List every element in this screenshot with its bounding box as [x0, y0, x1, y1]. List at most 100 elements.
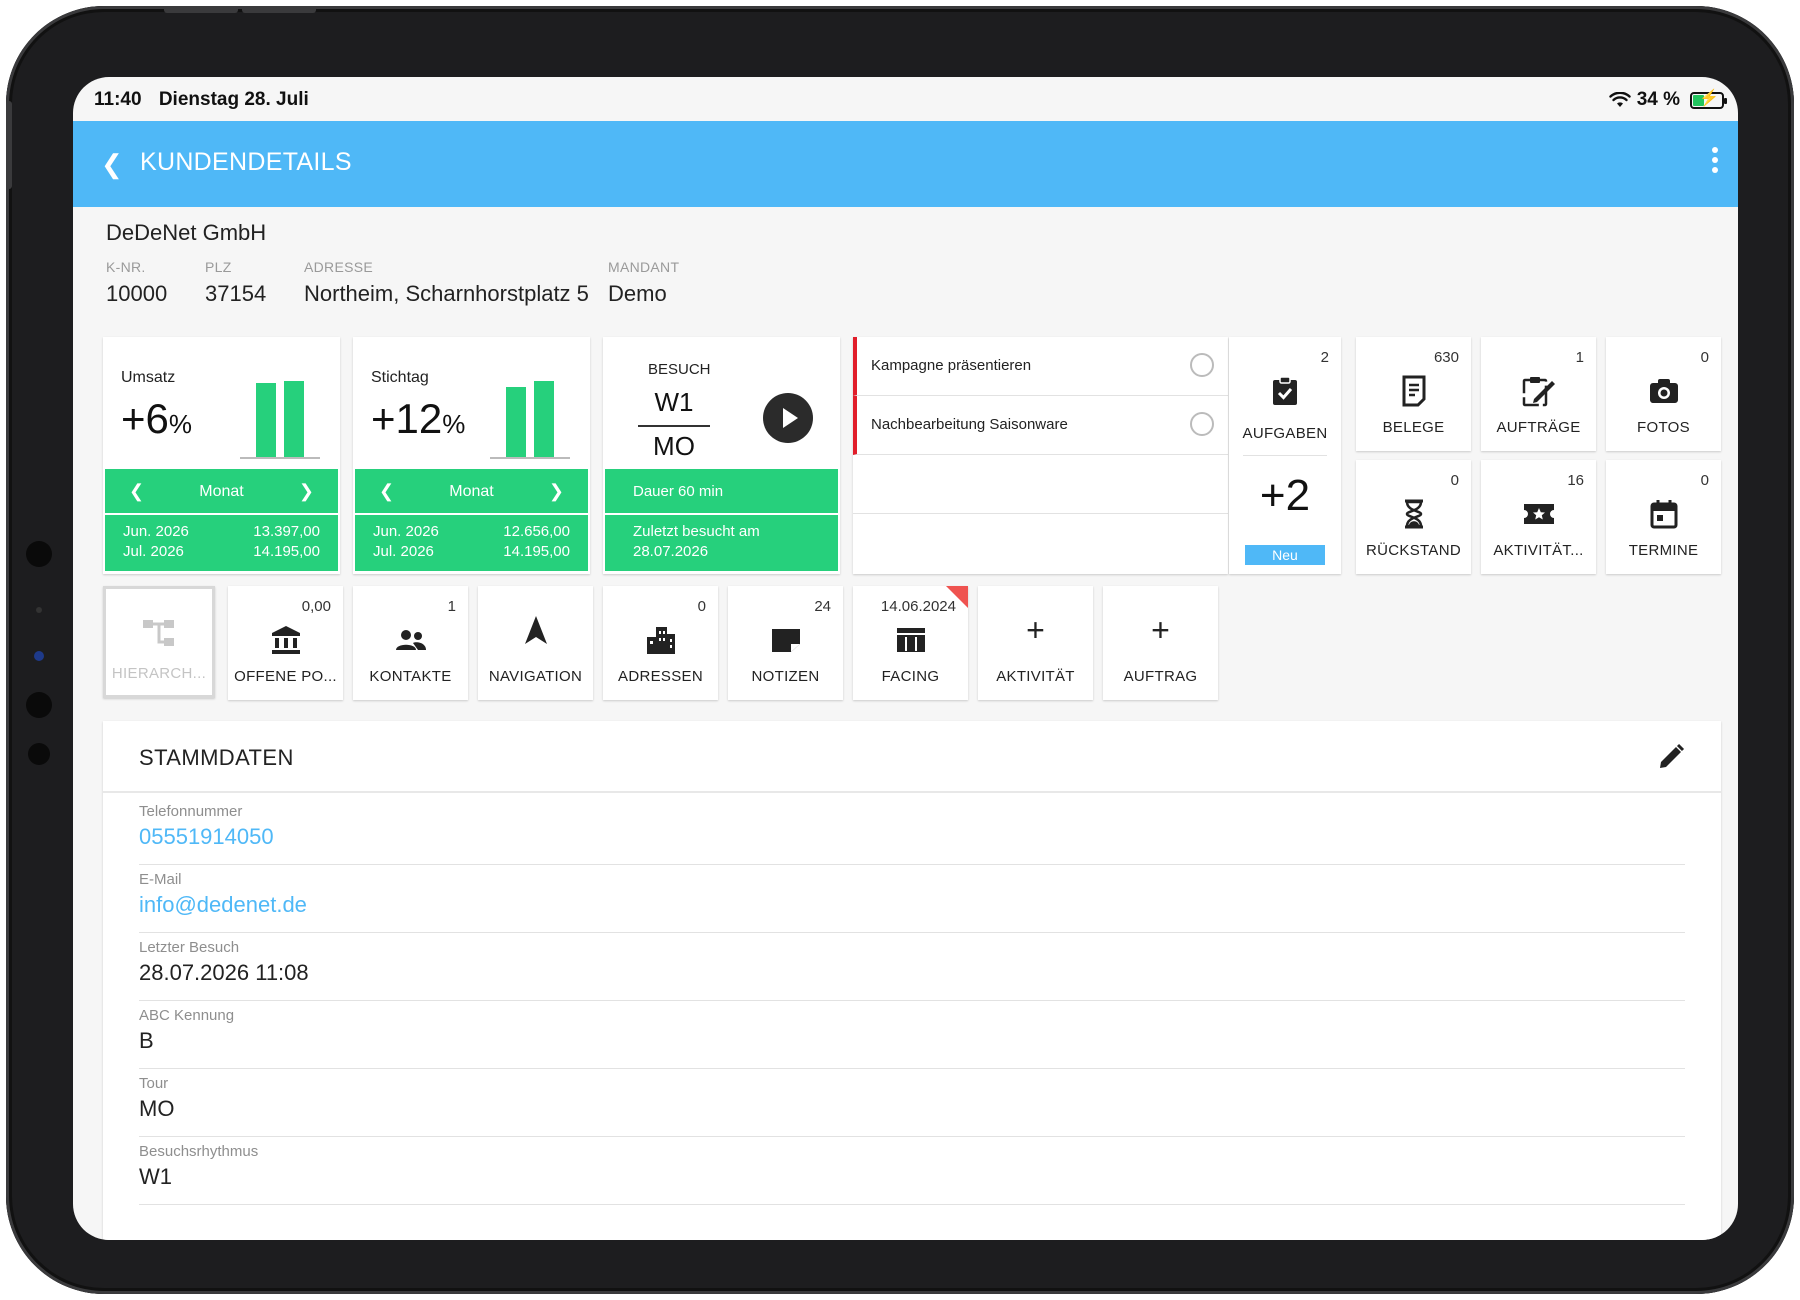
- reference-date-period-label: Monat: [449, 483, 494, 500]
- last-visit-bar: Zuletzt besucht am 28.07.2026: [605, 515, 838, 571]
- add-order-tile[interactable]: + AUFTRAG: [1103, 586, 1218, 700]
- customer-client-label: MANDANT: [608, 259, 680, 275]
- photos-tile[interactable]: 0 FOTOS: [1606, 337, 1721, 451]
- facing-tile[interactable]: 14.06.2024 FACING: [853, 586, 968, 700]
- open-items-label: OFFENE PO...: [234, 668, 337, 685]
- activities-count: 16: [1567, 472, 1584, 489]
- back-icon[interactable]: ❮: [101, 149, 123, 179]
- revenue-values: Jun. 2026 13.397,00 Jul. 2026 14.195,00: [105, 515, 338, 571]
- receipts-count: 630: [1433, 349, 1459, 366]
- customer-number-value: 10000: [106, 281, 168, 306]
- facing-label: FACING: [881, 668, 940, 685]
- orders-count: 1: [1575, 349, 1584, 366]
- reference-date-card[interactable]: Stichtag +12% ❮ Monat ❯ Jun. 2026 12.656,…: [353, 337, 590, 574]
- volume-down-button: [242, 6, 316, 13]
- status-time: 11:40: [94, 89, 142, 110]
- reference-date-label: Stichtag: [371, 369, 429, 386]
- notes-tile[interactable]: 24 NOTIZEN: [728, 586, 843, 700]
- add-activity-tile[interactable]: + AKTIVITÄT: [978, 586, 1093, 700]
- task-item[interactable]: Nachbearbeitung Saisonware: [853, 396, 1228, 455]
- last-visit-field: Letzter Besuch 28.07.2026 11:08: [139, 939, 1685, 1001]
- play-icon[interactable]: [763, 393, 813, 443]
- reference-date-mini-chart: [490, 367, 570, 459]
- chevron-right-icon[interactable]: ❯: [298, 481, 314, 501]
- visit-label: BESUCH: [648, 361, 711, 378]
- chevron-right-icon[interactable]: ❯: [548, 481, 564, 501]
- task-item[interactable]: Kampagne präsentieren: [853, 337, 1228, 396]
- chevron-left-icon[interactable]: ❮: [379, 481, 395, 501]
- open-items-tile[interactable]: 0,00 OFFENE PO...: [228, 586, 343, 700]
- task-item-empty: [853, 455, 1228, 514]
- contacts-tile[interactable]: 1 KONTAKTE: [353, 586, 468, 700]
- navigation-tile[interactable]: NAVIGATION: [478, 586, 593, 700]
- facing-flag: [946, 586, 968, 608]
- orders-label: AUFTRÄGE: [1496, 419, 1581, 436]
- receipts-label: BELEGE: [1382, 419, 1445, 436]
- facing-date: 14.06.2024: [880, 598, 956, 615]
- revenue-bar-previous: [256, 383, 276, 457]
- task-title: Nachbearbeitung Saisonware: [871, 416, 1068, 433]
- tour-value: MO: [139, 1096, 175, 1121]
- activities-tile[interactable]: 16 AKTIVITÄT...: [1481, 460, 1596, 574]
- orders-tile[interactable]: 1 AUFTRÄGE: [1481, 337, 1596, 451]
- hierarchy-icon: [106, 615, 212, 651]
- customer-client-value: Demo: [608, 281, 667, 306]
- navigation-arrow-icon: [478, 612, 593, 648]
- appointments-label: TERMINE: [1628, 542, 1699, 559]
- backlog-tile[interactable]: 0 RÜCKSTAND: [1356, 460, 1471, 574]
- new-badge: Neu: [1245, 545, 1325, 565]
- note-icon: [728, 622, 843, 658]
- visit-rhythm: W1: [654, 387, 694, 417]
- activities-label: AKTIVITÄT...: [1493, 542, 1584, 559]
- chevron-left-icon[interactable]: ❮: [129, 481, 145, 501]
- panel-divider: [103, 791, 1721, 793]
- task-checkbox[interactable]: [1190, 412, 1214, 436]
- revenue-number: +6: [121, 395, 169, 442]
- reference-date-period-1: Jun. 2026: [373, 523, 439, 540]
- bank-icon: [228, 622, 343, 658]
- reference-date-value: +12%: [371, 395, 465, 443]
- receipts-tile[interactable]: 630 BELEGE: [1356, 337, 1471, 451]
- tasks-tile[interactable]: 2 AUFGABEN +2 Neu: [1229, 337, 1341, 574]
- reference-date-amount-1: 12.656,00: [503, 523, 570, 540]
- appointments-tile[interactable]: 0 TERMINE: [1606, 460, 1721, 574]
- notes-count: 24: [814, 598, 831, 615]
- plus-icon: +: [1026, 611, 1045, 648]
- reference-date-amount-2: 14.195,00: [503, 543, 570, 560]
- addresses-count: 0: [697, 598, 706, 615]
- visit-card[interactable]: BESUCH W1 MO Dauer 60 min Zuletzt besuch…: [603, 337, 840, 574]
- phone-field: Telefonnummer 05551914050: [139, 803, 1685, 865]
- hierarchy-label: HIERARCH...: [111, 665, 207, 682]
- visit-rhythm-label: Besuchsrhythmus: [139, 1143, 259, 1160]
- customer-address-value: Northeim, Scharnhorstplatz 5: [304, 281, 589, 306]
- addresses-label: ADRESSEN: [618, 668, 703, 685]
- more-vertical-icon[interactable]: [1712, 147, 1718, 177]
- visit-rhythm-field: Besuchsrhythmus W1: [139, 1143, 1685, 1205]
- master-data-title: STAMMDATEN: [139, 745, 294, 770]
- email-link[interactable]: info@dedenet.de: [139, 892, 307, 917]
- hourglass-icon: [1356, 496, 1471, 532]
- addresses-tile[interactable]: 0 ADRESSEN: [603, 586, 718, 700]
- revenue-period-1: Jun. 2026: [123, 523, 189, 540]
- tour-label: Tour: [139, 1075, 169, 1092]
- ticket-icon: [1481, 496, 1596, 532]
- reference-date-period-nav: ❮ Monat ❯: [355, 469, 588, 513]
- revenue-amount-2: 14.195,00: [253, 543, 320, 560]
- wifi-icon: [1608, 92, 1631, 107]
- order-edit-icon: [1481, 373, 1596, 409]
- volume-up-button: [164, 6, 238, 13]
- last-visit-field-value: 28.07.2026 11:08: [139, 960, 309, 985]
- backlog-count: 0: [1450, 472, 1459, 489]
- task-checkbox[interactable]: [1190, 353, 1214, 377]
- customer-address-label: ADRESSE: [304, 259, 374, 275]
- revenue-period-2: Jul. 2026: [123, 543, 184, 560]
- revenue-card[interactable]: Umsatz +6% ❮ Monat ❯ Jun. 2026 13.397,00 …: [103, 337, 340, 574]
- hierarchy-tile[interactable]: HIERARCH...: [103, 586, 215, 698]
- edit-pencil-icon[interactable]: [1657, 743, 1685, 776]
- reference-date-unit: %: [442, 409, 466, 439]
- revenue-period-label: Monat: [199, 483, 244, 500]
- battery-icon: ⚡: [1690, 90, 1727, 109]
- task-title: Kampagne präsentieren: [871, 357, 1032, 374]
- phone-link[interactable]: 05551914050: [139, 824, 274, 849]
- tasks-count: 2: [1320, 349, 1329, 366]
